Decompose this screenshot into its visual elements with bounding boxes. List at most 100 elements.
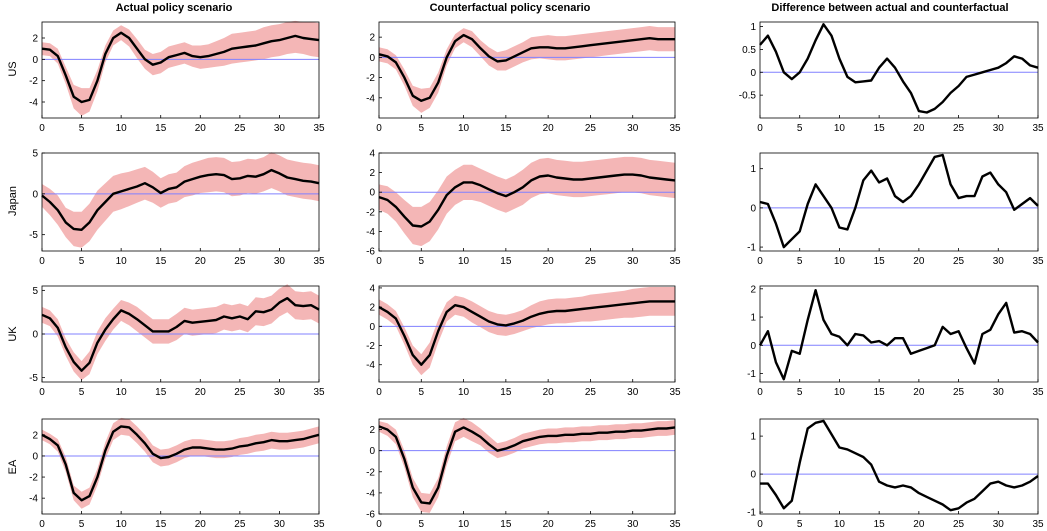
y-tick-label: 0 <box>32 451 38 462</box>
x-tick-label: 35 <box>1032 123 1044 134</box>
row-label-japan: Japan <box>7 186 19 216</box>
x-tick-label: 30 <box>627 123 639 134</box>
x-tick-label: 25 <box>953 123 965 134</box>
x-tick-label: 10 <box>458 256 470 267</box>
x-tick-label: 25 <box>953 256 965 267</box>
row-label-ea: EA <box>7 459 19 474</box>
y-tick-label: -2 <box>366 73 375 84</box>
x-tick-label: 10 <box>116 387 128 398</box>
x-tick-label: 5 <box>79 519 85 530</box>
series-line <box>759 153 1039 249</box>
y-tick-label: 0 <box>750 68 756 79</box>
y-tick-label: -2 <box>366 341 375 352</box>
y-tick-label: 0 <box>750 341 756 352</box>
x-tick-label: 25 <box>585 256 597 267</box>
y-tick-label: -4 <box>29 494 38 505</box>
x-tick-label: 30 <box>993 519 1005 530</box>
x-tick-label: 0 <box>376 387 382 398</box>
panel-uk-actual: 0 5 10 15 20 25 30 35-505 <box>29 284 325 398</box>
x-tick-label: 5 <box>419 387 425 398</box>
axes-frame <box>41 152 320 252</box>
x-tick-label: 35 <box>1032 519 1044 530</box>
y-tick-label: 5 <box>32 286 38 297</box>
y-tick-label: -1 <box>747 243 756 254</box>
y-tick-label: -4 <box>366 93 375 104</box>
x-tick-label: 5 <box>419 123 425 134</box>
x-tick-label: 35 <box>313 519 325 530</box>
x-tick-label: 10 <box>116 256 128 267</box>
x-tick-label: 5 <box>797 256 803 267</box>
x-tick-label: 20 <box>195 519 207 530</box>
x-tick-label: 15 <box>155 256 167 267</box>
series-line <box>378 425 676 505</box>
x-tick-label: 15 <box>155 387 167 398</box>
x-tick-label: 15 <box>155 519 167 530</box>
x-tick-label: 35 <box>1032 387 1044 398</box>
series-line <box>41 297 320 372</box>
x-tick-label: 30 <box>993 387 1005 398</box>
x-tick-label: 5 <box>79 123 85 134</box>
x-tick-label: 25 <box>234 519 246 530</box>
column-title-actual: Actual policy scenario <box>116 2 233 14</box>
series-line <box>41 31 320 104</box>
y-tick-label: 0 <box>369 188 375 199</box>
x-tick-label: 25 <box>953 519 965 530</box>
x-tick-label: 30 <box>274 123 286 134</box>
x-tick-label: 30 <box>274 387 286 398</box>
y-tick-label: 0 <box>369 446 375 457</box>
axes-frame <box>41 418 320 515</box>
x-tick-label: 20 <box>195 256 207 267</box>
series-line <box>378 300 675 366</box>
x-tick-label: 0 <box>39 519 45 530</box>
y-tick-label: 0 <box>369 53 375 64</box>
y-tick-label: -5 <box>29 373 38 384</box>
x-tick-label: 20 <box>913 519 925 530</box>
y-tick-label: 1 <box>750 164 756 175</box>
y-tick-label: 2 <box>32 430 38 441</box>
x-tick-label: 30 <box>993 123 1005 134</box>
x-tick-label: 30 <box>993 256 1005 267</box>
panel-us-counterfactual: 0 5 10 15 20 25 30 35 -4 -2 0 2 <box>366 21 681 134</box>
confidence-band <box>379 287 675 376</box>
x-tick-label: 15 <box>874 256 886 267</box>
confidence-band <box>379 417 675 513</box>
x-tick-label: 35 <box>669 123 681 134</box>
confidence-band <box>42 284 319 381</box>
confidence-band <box>379 156 675 247</box>
row-label-uk: UK <box>7 326 19 342</box>
x-tick-label: 15 <box>500 123 512 134</box>
x-tick-label: 0 <box>376 256 382 267</box>
x-tick-label: 10 <box>458 387 470 398</box>
x-tick-label: 35 <box>313 123 325 134</box>
x-tick-label: 20 <box>543 123 555 134</box>
x-tick-label: 10 <box>458 519 470 530</box>
y-tick-label: -5 <box>29 230 38 241</box>
x-tick-label: 0 <box>376 519 382 530</box>
x-tick-label: 20 <box>913 387 925 398</box>
y-tick-label: 2 <box>750 284 756 295</box>
x-tick-label: 20 <box>543 256 555 267</box>
y-tick-label: -0.5 <box>739 91 757 102</box>
y-tick-label: 0 <box>750 470 756 481</box>
x-tick-label: 35 <box>669 387 681 398</box>
x-tick-label: 15 <box>874 123 886 134</box>
y-tick-label: 4 <box>369 149 375 160</box>
panel-ea-actual: 0 5 10 15 20 25 30 35 -4 -2 0 2 <box>29 417 325 530</box>
y-tick-label: 1 <box>750 22 756 33</box>
x-tick-label: 25 <box>585 519 597 530</box>
y-tick-label: -4 <box>366 488 375 499</box>
y-tick-label: 2 <box>369 303 375 314</box>
y-tick-label: -2 <box>29 473 38 484</box>
x-tick-label: 5 <box>419 256 425 267</box>
series-line <box>41 425 320 502</box>
panel-japan-counterfactual: 0 5 10 15 20 25 30 35 -6 -4 -2 0 2 4 <box>366 149 681 268</box>
x-tick-label: 25 <box>234 123 246 134</box>
x-tick-label: 5 <box>79 387 85 398</box>
x-tick-label: 20 <box>543 387 555 398</box>
y-tick-label: 4 <box>369 283 375 294</box>
x-tick-label: 10 <box>116 519 128 530</box>
x-tick-label: 0 <box>39 256 45 267</box>
row-label-us: US <box>7 61 19 76</box>
x-tick-label: 0 <box>757 123 763 134</box>
x-tick-label: 10 <box>458 123 470 134</box>
